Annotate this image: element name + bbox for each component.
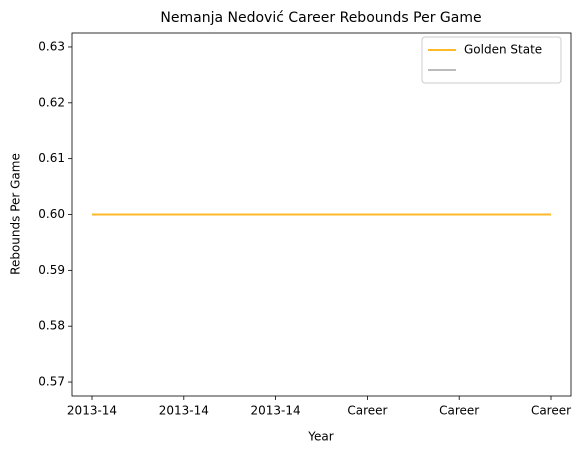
y-tick-label: 0.63 [38,39,65,53]
x-tick-label: Career [439,404,479,418]
x-tick-label: Career [531,404,571,418]
chart-title: Nemanja Nedović Career Rebounds Per Game [160,10,481,26]
y-tick-label: 0.62 [38,95,65,109]
legend-label: Golden State [464,43,542,57]
y-tick-label: 0.60 [38,207,65,221]
y-axis-label: Rebounds Per Game [9,153,23,275]
y-tick-label: 0.59 [38,263,65,277]
x-tick-label: 2013-14 [67,404,117,418]
plot-frame [71,32,572,397]
x-tick-label: 2013-14 [251,404,301,418]
x-axis-label: Year [307,430,333,444]
y-tick-label: 0.61 [38,151,65,165]
x-tick-label: Career [347,404,387,418]
y-tick-label: 0.58 [38,319,65,333]
x-tick-label: 2013-14 [159,404,209,418]
y-tick-label: 0.57 [38,375,65,389]
legend-box [421,36,562,84]
